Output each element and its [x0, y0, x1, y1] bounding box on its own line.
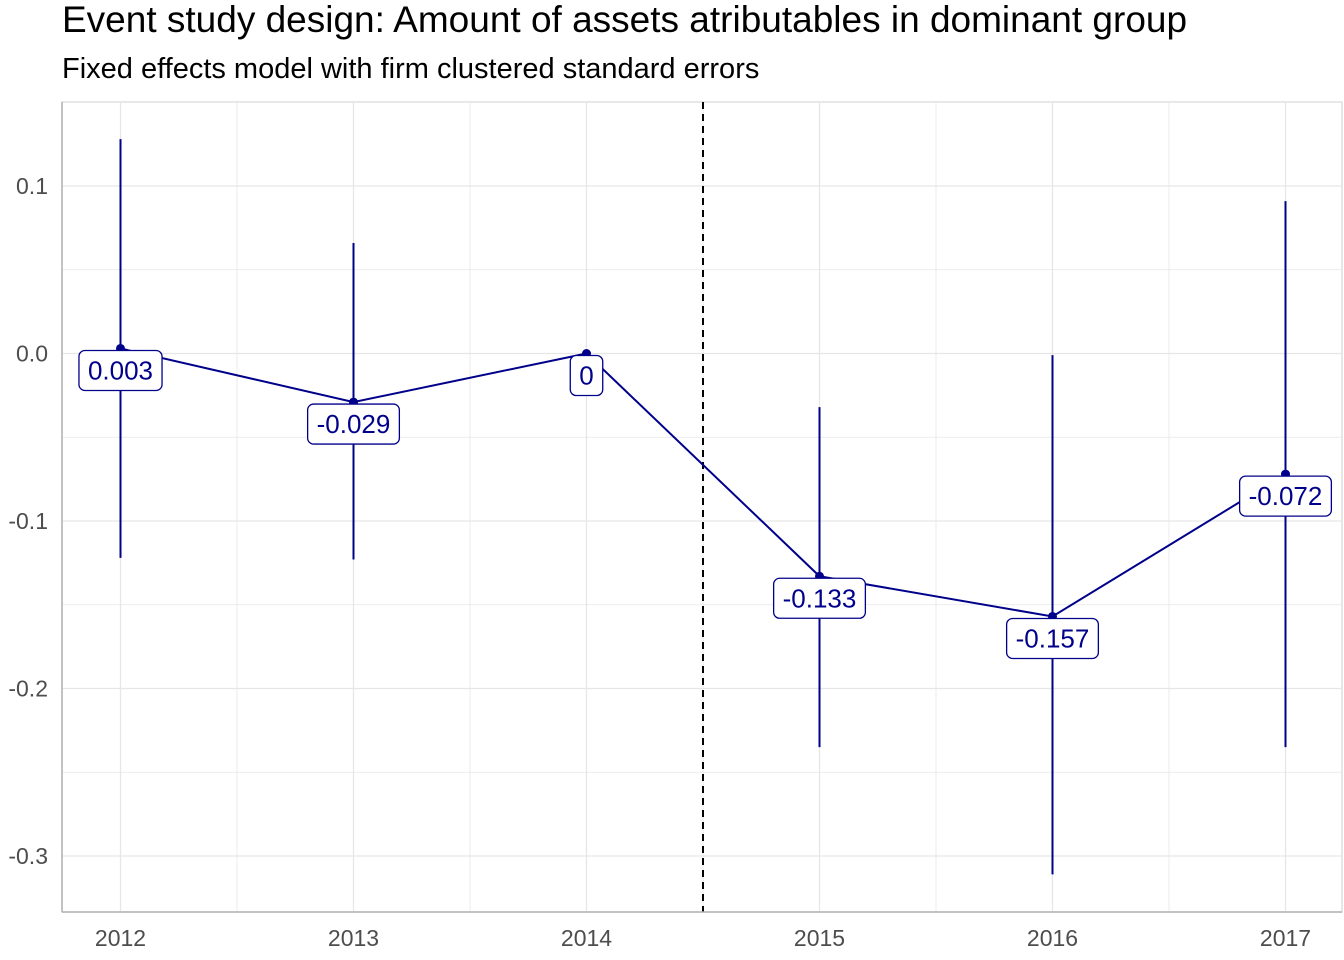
- estimate-line: [120, 347, 1287, 618]
- data-label-text: 0.003: [88, 355, 153, 385]
- data-label-box: [78, 349, 163, 392]
- series-line-layer: [120, 347, 1287, 618]
- y-tick-label: -0.3: [8, 843, 48, 869]
- data-label-box: [569, 354, 604, 397]
- chart-subtitle: Fixed effects model with firm clustered …: [62, 53, 760, 85]
- data-label-2016: -0.157: [1005, 617, 1100, 660]
- data-label-2017: -0.072: [1238, 475, 1333, 517]
- data-label-text: -0.133: [783, 583, 857, 613]
- x-tick-label: 2013: [328, 925, 379, 951]
- x-tick-label: 2012: [95, 925, 146, 951]
- x-tick-label: 2017: [1260, 925, 1311, 951]
- data-label-2012: 0.003: [78, 349, 163, 392]
- y-tick-label: -0.2: [8, 676, 48, 702]
- data-label-text: 0: [579, 361, 593, 391]
- tick-labels: 0.1 0.0 -0.1 -0.2 -0.3 2012 2013 2014 2015 2016 20…: [8, 173, 1311, 951]
- y-tick-label: 0.1: [16, 173, 48, 199]
- data-label-2013: -0.029: [306, 403, 401, 445]
- x-tick-label: 2015: [794, 925, 845, 951]
- data-label-2014: 0: [569, 354, 604, 397]
- data-label-box: [1238, 475, 1333, 517]
- x-tick-label: 2016: [1027, 925, 1078, 951]
- data-label-box: [306, 403, 401, 445]
- data-label-text: -0.029: [317, 409, 391, 439]
- chart-title: Event study design: Amount of assets atr…: [62, 0, 1188, 40]
- y-tick-label: -0.1: [8, 508, 48, 534]
- data-label-2015: -0.133: [772, 577, 867, 619]
- data-labels: 0.003 -0.029 0 -0.133 -0.157 -0.072: [78, 349, 1333, 660]
- x-tick-label: 2014: [561, 925, 612, 951]
- data-label-box: [772, 577, 867, 619]
- data-label-box: [1005, 617, 1100, 660]
- y-tick-label: 0.0: [16, 341, 48, 367]
- data-label-text: -0.072: [1249, 481, 1323, 511]
- data-label-text: -0.157: [1016, 623, 1090, 653]
- axes: [61, 102, 1342, 913]
